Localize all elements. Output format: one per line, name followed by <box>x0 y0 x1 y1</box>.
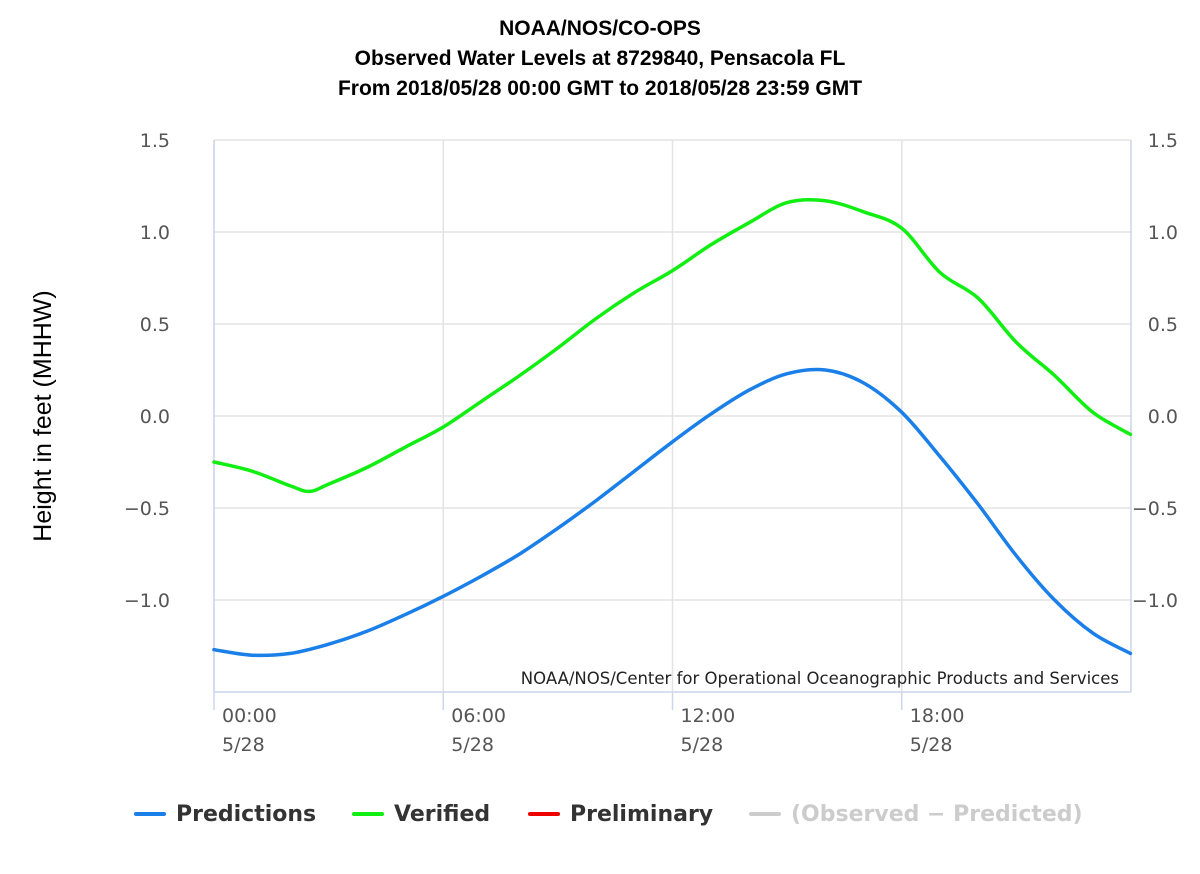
grid <box>213 139 1131 692</box>
legend-swatch-preliminary <box>528 812 560 816</box>
chart-title-line-2: Observed Water Levels at 8729840, Pensac… <box>354 47 846 70</box>
x-tick-label-time: 00:00 <box>222 705 277 727</box>
legend-label-observed-minus-predicted: (Observed − Predicted) <box>791 801 1083 827</box>
y-tick-label-left: −0.5 <box>124 498 170 520</box>
credit-text: NOAA/NOS/Center for Operational Oceanogr… <box>521 669 1119 688</box>
x-tick-label-time: 18:00 <box>910 705 965 727</box>
y-tick-label-right: 1.5 <box>1148 130 1178 152</box>
y-tick-label-left: −1.0 <box>124 590 170 612</box>
x-tick-label-date: 5/28 <box>910 734 953 756</box>
legend-swatch-observed-minus-predicted <box>749 812 781 816</box>
axes: 1.5 1.5 1.0 1.0 0.5 0.5 0.0 0.0 −0.5 −0.5 −1.0 −1.0… <box>124 130 1178 756</box>
y-tick-label-right: 0.0 <box>1148 406 1178 428</box>
y-tick-label-right: −1.0 <box>1132 590 1178 612</box>
legend-item-observed-minus-predicted[interactable]: (Observed − Predicted) <box>749 796 1083 832</box>
y-tick-label-left: 0.5 <box>140 314 170 336</box>
y-axis-label: Height in feet (MHHW) <box>29 290 57 541</box>
chart-title-line-1: NOAA/NOS/CO-OPS <box>499 17 701 40</box>
x-tick-label-date: 5/28 <box>222 734 265 756</box>
y-tick-label-right: −0.5 <box>1132 498 1178 520</box>
series-line-predictions <box>212 367 1133 658</box>
legend-swatch-verified <box>352 812 384 816</box>
chart-title: NOAA/NOS/CO-OPS Observed Water Levels at… <box>0 14 1200 104</box>
y-tick-label-right: 1.0 <box>1148 222 1178 244</box>
legend-item-verified[interactable]: Verified <box>352 796 490 832</box>
series-layer <box>212 197 1133 658</box>
y-tick-label-right: 0.5 <box>1148 314 1178 336</box>
legend-label-verified: Verified <box>394 801 491 827</box>
y-tick-label-left: 0.0 <box>140 406 170 428</box>
x-tick-label-date: 5/28 <box>681 734 724 756</box>
series-line-verified <box>212 197 1133 494</box>
chart-title-line-3: From 2018/05/28 00:00 GMT to 2018/05/28 … <box>337 77 863 100</box>
legend-item-predictions[interactable]: Predictions <box>134 796 316 832</box>
legend: Predictions Verified Preliminary (Observ… <box>0 796 1200 832</box>
legend-label-preliminary: Preliminary <box>570 801 714 827</box>
x-tick-label-date: 5/28 <box>451 734 494 756</box>
y-tick-label-left: 1.0 <box>140 222 170 244</box>
legend-item-preliminary[interactable]: Preliminary <box>528 796 713 832</box>
legend-label-predictions: Predictions <box>176 801 317 827</box>
x-tick-label-time: 12:00 <box>681 705 736 727</box>
legend-swatch-predictions <box>134 812 166 816</box>
x-tick-label-time: 06:00 <box>451 705 506 727</box>
y-tick-label-left: 1.5 <box>140 130 170 152</box>
